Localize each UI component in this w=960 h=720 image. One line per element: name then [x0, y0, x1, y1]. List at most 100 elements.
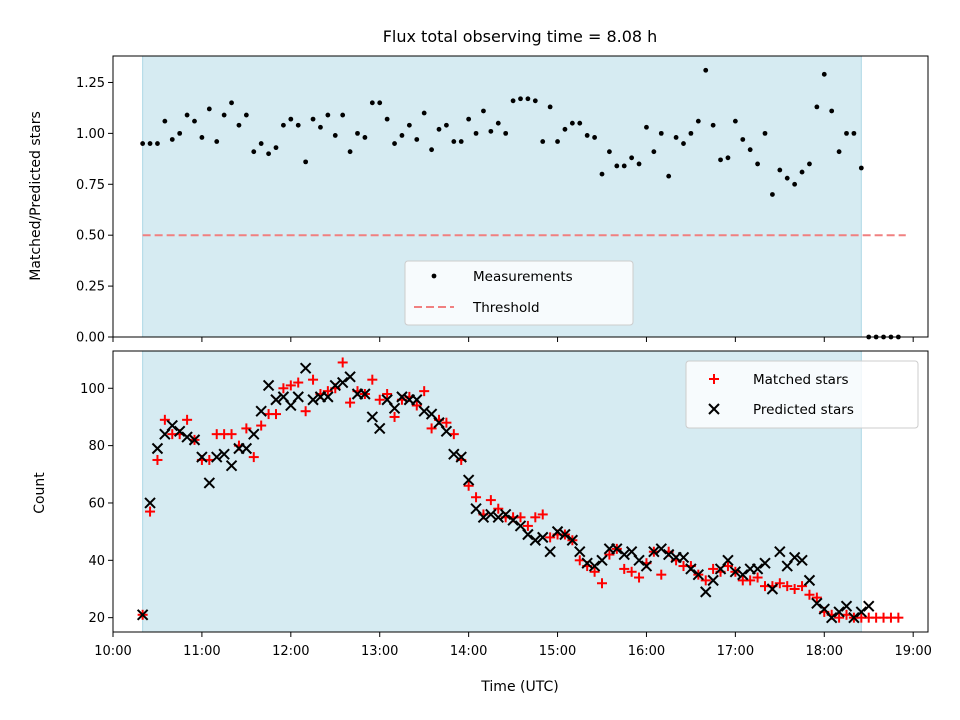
- predicted-star-point: [211, 451, 223, 463]
- bottom-legend-box: [685, 360, 919, 429]
- measurement-point: [347, 149, 353, 155]
- matched-star-point: [634, 572, 645, 583]
- predicted-star-point: [640, 560, 653, 572]
- measurement-point: [518, 96, 523, 102]
- predicted-star-point: [462, 474, 475, 486]
- measurement-point: [377, 100, 383, 106]
- predicted-star-point: [685, 563, 697, 575]
- matched-star-point: [789, 583, 800, 594]
- predicted-star-point: [225, 459, 238, 472]
- measurement-point: [481, 108, 486, 114]
- measurement-point: [140, 141, 146, 146]
- measurement-point: [303, 159, 309, 165]
- matched-star-point: [322, 386, 333, 397]
- predicted-star-point: [499, 508, 512, 521]
- predicted-star-point: [863, 600, 875, 612]
- matched-star-point: [619, 563, 630, 574]
- predicted-star-point: [655, 543, 667, 555]
- predicted-star-point: [766, 583, 779, 595]
- predicted-star-point: [418, 405, 430, 417]
- measurement-point: [814, 104, 820, 110]
- predicted-star-point: [788, 551, 801, 564]
- matched-star-point: [700, 575, 711, 586]
- measurement-point: [525, 96, 531, 102]
- matched-star-point: [248, 452, 259, 463]
- measurement-point: [466, 116, 472, 122]
- measurement-point: [695, 118, 701, 124]
- predicted-star-point: [692, 568, 705, 581]
- measurement-point: [592, 135, 597, 140]
- measurement-point: [777, 167, 783, 173]
- measurement-point: [199, 135, 205, 140]
- y-tick-label: 100: [80, 382, 105, 397]
- predicted-star-point: [188, 434, 201, 446]
- measurement-point: [858, 165, 864, 171]
- matched-star-point: [426, 423, 437, 434]
- measurement-point: [807, 161, 812, 167]
- predicted-star-point: [722, 554, 734, 567]
- matched-star-point: [308, 374, 319, 385]
- matched-star-point: [271, 409, 281, 420]
- predicted-star-point: [566, 534, 579, 546]
- x-tick-label: 13:00: [361, 644, 398, 659]
- measurement-point: [636, 161, 642, 167]
- measurement-point: [532, 98, 538, 104]
- ratio-plot: 0.00 0.25 0.50 0.75 1.00 1.25 Measurements Thre…: [76, 55, 929, 346]
- bottom-legend: Matched stars Predicted stars: [685, 360, 919, 429]
- predicted-star-point: [618, 548, 630, 561]
- matched-star-point: [485, 495, 496, 506]
- measurement-point: [236, 122, 242, 128]
- x-tick-label: 10:00: [94, 644, 131, 659]
- predicted-star-point: [737, 568, 749, 581]
- predicted-star-point: [729, 566, 742, 578]
- measurement-point: [614, 163, 620, 169]
- measurement-point: [829, 108, 835, 114]
- predicted-star-point: [173, 425, 186, 437]
- matched-star-point: [626, 566, 637, 577]
- predicted-star-point: [336, 376, 349, 389]
- predicted-star-point: [707, 574, 719, 587]
- measurement-point: [340, 112, 346, 118]
- predicted-star-point: [218, 448, 230, 460]
- top-legend-box: [404, 260, 634, 326]
- measurement-point: [192, 118, 197, 124]
- predicted-star-point: [359, 388, 371, 400]
- y-tick-label: 40: [88, 554, 105, 569]
- measurement-point: [755, 161, 760, 167]
- predicted-star-point: [196, 451, 208, 463]
- measurement-point: [792, 181, 798, 187]
- measurement-point: [177, 130, 183, 136]
- matched-star-point: [537, 509, 548, 520]
- predicted-star-point: [855, 606, 868, 618]
- predicted-star-point: [574, 546, 586, 558]
- x-axis-label: Time (UTC): [480, 679, 558, 695]
- predicted-star-point: [270, 394, 282, 406]
- measurement-point: [577, 120, 583, 126]
- predicted-star-point: [751, 563, 764, 575]
- y-tick-label: 0.50: [76, 229, 105, 244]
- matched-star-point: [545, 532, 556, 543]
- predicted-legend-marker: [708, 403, 720, 415]
- matched-star-point: [530, 512, 541, 523]
- predicted-star-point: [344, 371, 356, 383]
- measurement-point: [429, 147, 434, 153]
- measurement-point: [799, 169, 805, 175]
- measurement-point: [718, 157, 723, 163]
- predicted-star-point: [611, 543, 623, 555]
- measurement-point: [384, 116, 390, 122]
- predicted-star-point: [825, 611, 838, 624]
- x-tick-label: 14:00: [450, 644, 487, 659]
- measurement-point: [688, 130, 694, 136]
- legend-label-predicted: Predicted stars: [753, 402, 854, 418]
- matched-star-point: [493, 503, 504, 514]
- measurement-point: [503, 130, 509, 136]
- measurement-point: [666, 173, 672, 179]
- measurement-point: [851, 130, 857, 136]
- matched-star-point: [337, 357, 348, 368]
- measurement-point: [310, 116, 316, 122]
- predicted-star-point: [307, 394, 319, 406]
- measurement-point: [325, 112, 331, 118]
- matched-star-point: [811, 592, 822, 603]
- measurement-point: [540, 139, 546, 144]
- measurement-point: [784, 175, 790, 181]
